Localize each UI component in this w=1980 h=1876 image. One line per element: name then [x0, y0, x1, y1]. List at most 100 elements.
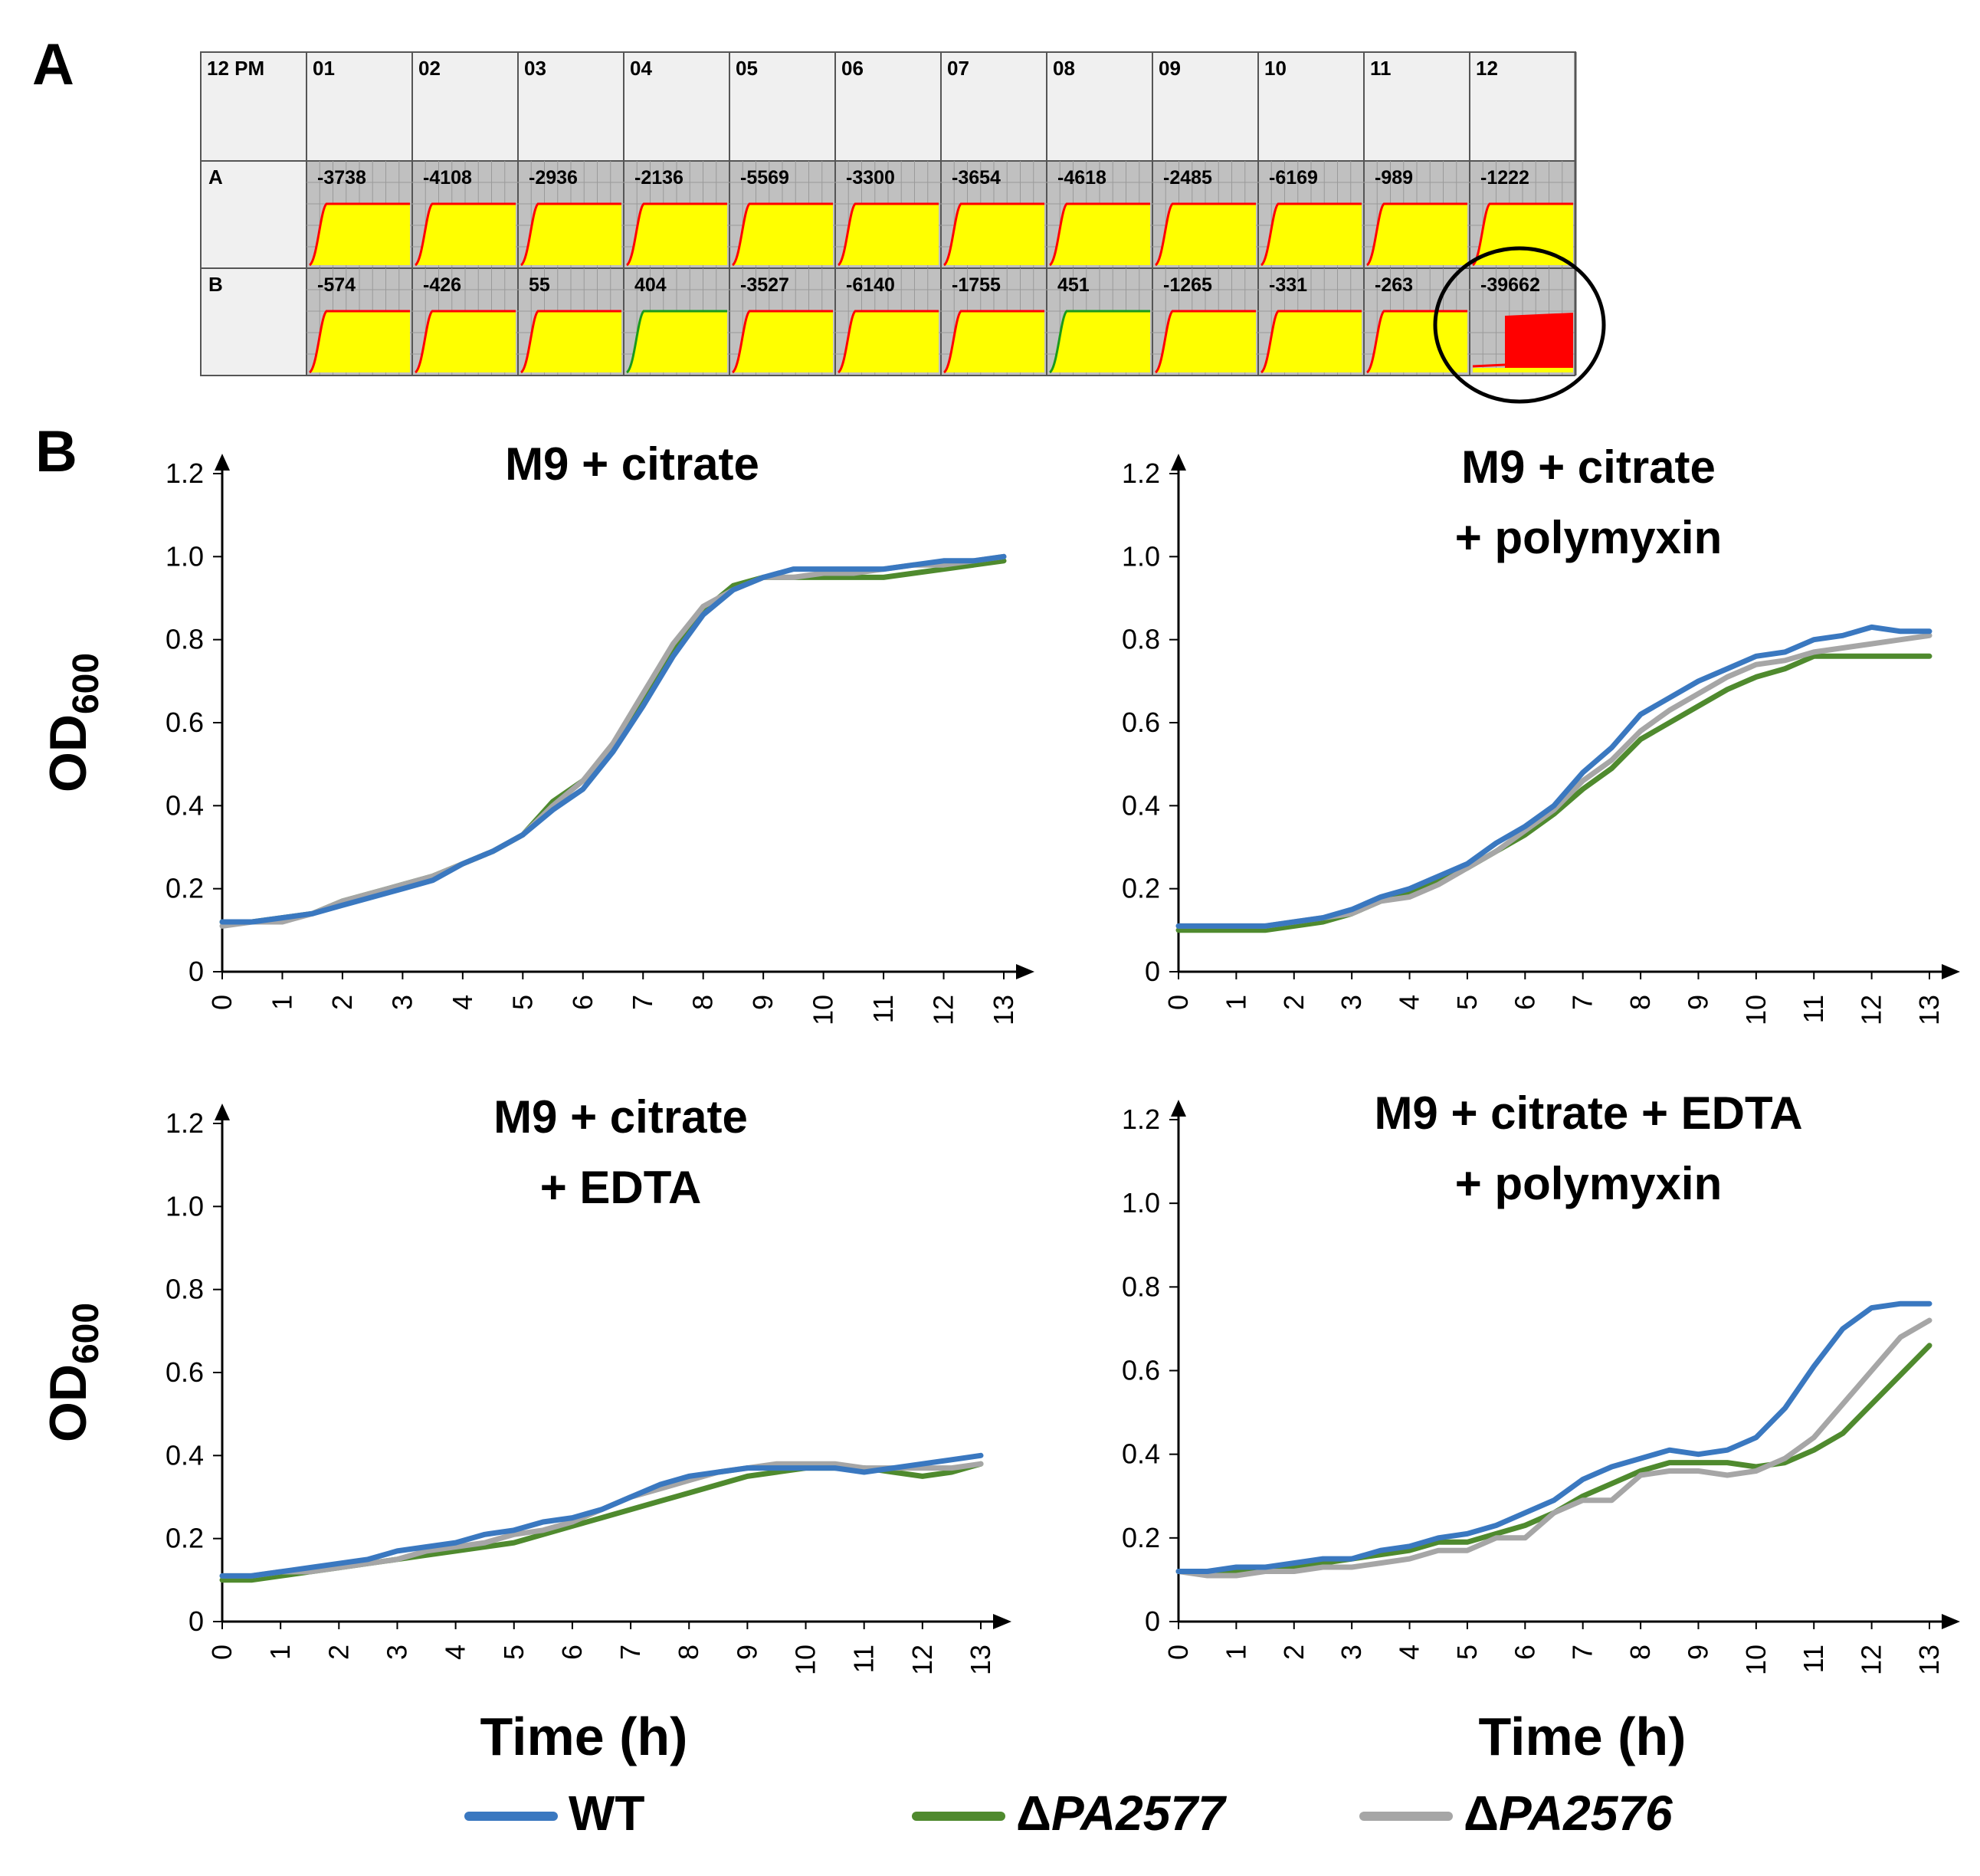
y-tick-label: 0.6	[166, 1356, 204, 1388]
plate-column-header: 02	[418, 57, 441, 80]
y-axis-label-main: OD	[39, 1364, 97, 1442]
x-axis-arrow	[1016, 964, 1034, 979]
y-axis-arrow	[215, 1104, 230, 1120]
x-tick-label: 10	[1740, 995, 1772, 1025]
series-line-wt	[1175, 1300, 1932, 1574]
well-value: -3300	[846, 167, 895, 189]
legend-label: WT	[569, 1786, 645, 1841]
plate-row-header	[200, 267, 307, 376]
plate-corner-label: 12 PM	[207, 57, 264, 80]
well-yellow-trace	[1050, 204, 1150, 265]
plate-well: 55	[518, 268, 624, 376]
plate-well: -1265	[1152, 268, 1258, 376]
series-line-dpa2576	[1175, 1317, 1932, 1579]
x-tick-label: 8	[687, 995, 719, 1010]
x-tick-label: 0	[1162, 1645, 1194, 1660]
x-tick-label: 6	[1509, 1645, 1540, 1660]
well-trace-line	[414, 202, 516, 267]
y-axis-arrow	[1171, 1100, 1186, 1117]
well-value: -3527	[740, 274, 789, 296]
chart-title-line: + polymyxin	[1455, 1158, 1722, 1209]
x-tick-label: 13	[988, 995, 1019, 1025]
y-tick-label: 0.8	[1122, 1271, 1160, 1302]
well-trace-line	[1365, 202, 1467, 267]
chart-1: 00.20.40.60.81.01.20 1 2 3 4 5 6 7 8 9 10 11 12 13M9 …	[166, 438, 1034, 1025]
well-trace-line	[1048, 202, 1150, 267]
x-tick-label: 10	[1740, 1645, 1772, 1675]
x-axis-label: Time (h)	[480, 1707, 688, 1766]
y-tick-label: 0	[188, 1605, 204, 1637]
well-trace-line	[520, 310, 621, 374]
y-tick-label: 1.0	[1122, 1187, 1160, 1218]
well-yellow-trace	[415, 204, 516, 265]
series-line-wt	[219, 553, 1007, 925]
plate-column-header: 12	[1476, 57, 1498, 80]
plate-header-row	[200, 51, 1576, 162]
plate-well: -3738	[307, 161, 412, 268]
well-yellow-trace	[1050, 311, 1150, 372]
well-trace-line	[837, 310, 939, 374]
well-yellow-trace	[838, 204, 939, 265]
well-value: -989	[1375, 167, 1413, 189]
y-axis-label-main: OD	[39, 714, 97, 792]
x-tick-label: 11	[1798, 1645, 1829, 1673]
x-tick-label: 1	[1220, 1645, 1251, 1660]
chart-4: 00.20.40.60.81.01.20 1 2 3 4 5 6 7 8 9 10 11 12 13M9 …	[1122, 1087, 1960, 1675]
well-value: 404	[634, 274, 667, 296]
x-tick-label: 3	[1336, 1645, 1367, 1660]
plate-column-header: 10	[1264, 57, 1287, 80]
x-tick-label: 13	[1913, 995, 1945, 1025]
well-trace-line	[625, 202, 727, 267]
y-tick-label: 0.6	[166, 707, 204, 738]
well-value: -1755	[952, 274, 1001, 296]
panel-label-a: A	[32, 32, 74, 97]
y-tick-label: 0.4	[1122, 789, 1160, 821]
well-yellow-trace	[521, 311, 621, 372]
chart-title-line: + polymyxin	[1455, 512, 1722, 563]
legend-label: ΔPA2576	[1464, 1786, 1673, 1841]
plate-well: -6140	[835, 268, 941, 376]
y-axis-arrow	[1171, 454, 1186, 471]
x-axis-arrow	[1942, 964, 1960, 979]
y-tick-label: 0.6	[1122, 1355, 1160, 1386]
chart-2: 00.20.40.60.81.01.20 1 2 3 4 5 6 7 8 9 10 11 12 13M9 …	[1122, 441, 1960, 1025]
well-yellow-trace	[1261, 204, 1362, 265]
well-yellow-trace	[733, 204, 833, 265]
series-line-dpa2577	[1175, 1343, 1932, 1574]
well-trace-line	[625, 310, 727, 374]
chart-title-line: + EDTA	[540, 1162, 702, 1213]
well-yellow-trace	[310, 204, 410, 265]
series-line-wt	[219, 1452, 984, 1579]
x-tick-label: 1	[266, 995, 297, 1010]
x-tick-label: 10	[790, 1645, 821, 1675]
y-tick-label: 0.2	[1122, 873, 1160, 904]
x-tick-label: 5	[506, 995, 538, 1010]
well-trace-line	[731, 202, 833, 267]
plate-well: -331	[1258, 268, 1364, 376]
well-value: -1265	[1163, 274, 1212, 296]
highlight-circle	[1433, 246, 1606, 404]
x-tick-label: 4	[440, 1645, 471, 1660]
well-value: -3654	[952, 167, 1001, 189]
legend-label-prefix: Δ	[1016, 1786, 1051, 1841]
chart-title-line: M9 + citrate + EDTA	[1374, 1087, 1802, 1139]
plate-well: -2936	[518, 161, 624, 268]
x-tick-label: 13	[1913, 1645, 1945, 1675]
plate-row-label: A	[208, 166, 223, 189]
plate-column-header: 08	[1053, 57, 1075, 80]
well-value: 55	[529, 274, 550, 296]
well-yellow-trace	[521, 204, 621, 265]
x-tick-label: 3	[1336, 995, 1367, 1010]
x-tick-label: 4	[1394, 1645, 1425, 1660]
y-tick-label: 0.8	[1122, 624, 1160, 655]
chart-title-line: M9 + citrate	[493, 1091, 748, 1143]
well-yellow-trace	[1367, 204, 1467, 265]
well-trace-line	[1154, 202, 1256, 267]
plate-column-header: 04	[630, 57, 652, 80]
x-tick-label: 7	[615, 1645, 646, 1660]
x-tick-label: 8	[673, 1645, 704, 1660]
plate-column-header: 11	[1370, 57, 1392, 80]
well-yellow-trace	[627, 204, 727, 265]
well-red-baseline	[1472, 363, 1506, 368]
x-tick-label: 9	[1682, 1645, 1713, 1660]
